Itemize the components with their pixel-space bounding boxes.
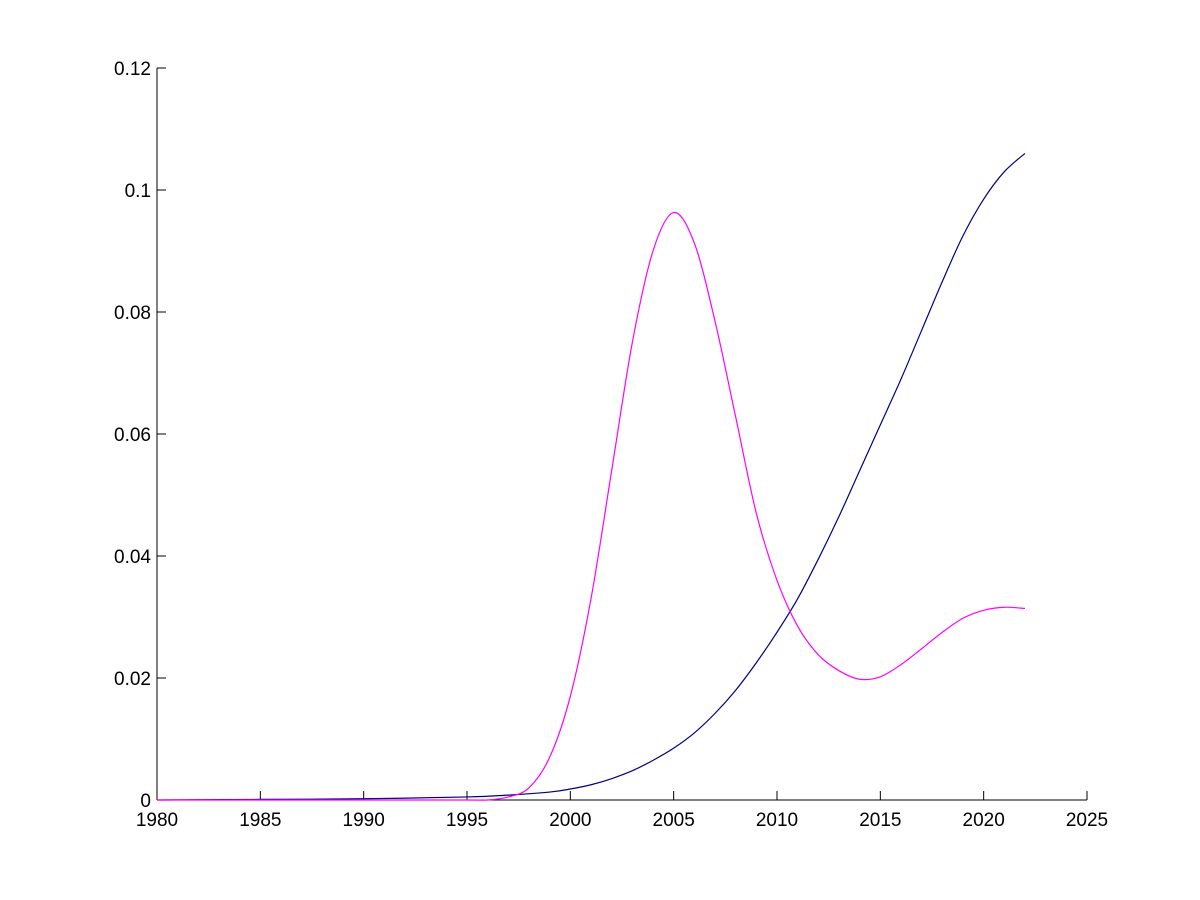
axes: 1980 1985 1990 1995 2000 2005 2010 2015 2020 2025… (114, 59, 1108, 831)
y-tick-label: 0.1 (125, 181, 151, 202)
x-tick-label: 2020 (963, 810, 1005, 831)
series-line-1 (156, 152, 1026, 801)
y-tick-label: 0.06 (114, 425, 151, 446)
x-tick-label: 1985 (239, 810, 281, 831)
plot-lines (156, 152, 1026, 801)
x-tick-label: 1995 (446, 810, 488, 831)
x-tick-label: 2000 (549, 810, 591, 831)
x-tick-label: 2010 (756, 810, 798, 831)
x-tick-label: 1980 (136, 810, 178, 831)
y-tick-label: 0.12 (114, 59, 151, 80)
x-tick-label: 1990 (343, 810, 385, 831)
y-tick-label: 0.08 (114, 303, 151, 324)
y-tick-label: 0 (140, 791, 151, 812)
x-tick-label: 2025 (1066, 810, 1108, 831)
series-line-2 (157, 211, 1026, 801)
y-tick-label: 0.02 (114, 669, 151, 690)
x-tick-label: 2005 (653, 810, 695, 831)
y-tick-label: 0.04 (114, 547, 151, 568)
x-tick-label: 2015 (859, 810, 901, 831)
